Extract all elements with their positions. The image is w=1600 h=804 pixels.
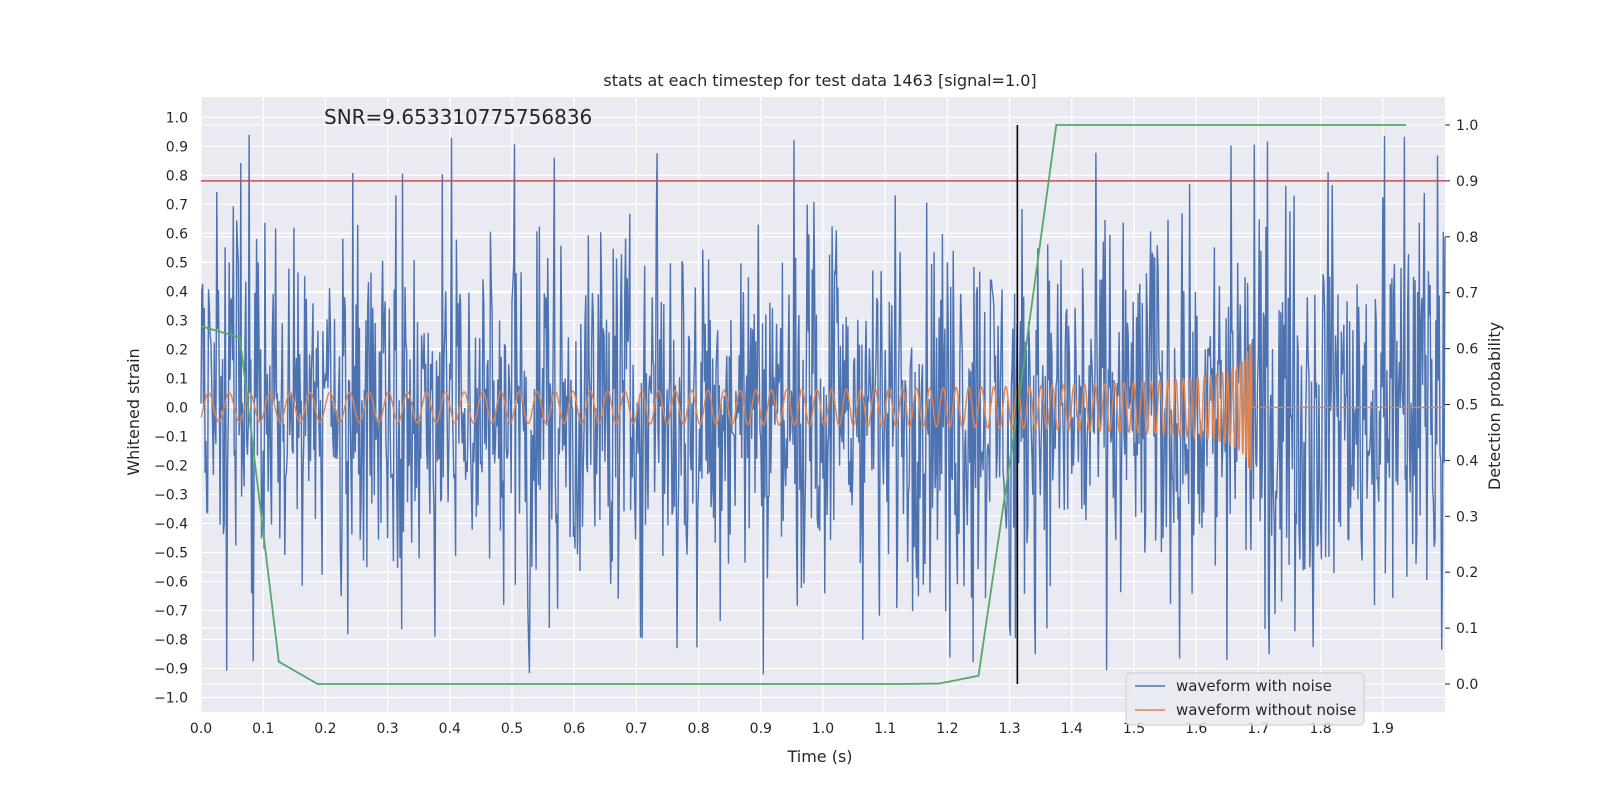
y-tick-label: 0.8 [166, 168, 188, 184]
y2-tick-label: 0.2 [1456, 565, 1478, 581]
x-tick-label: 1.3 [998, 721, 1020, 737]
y2-tick-label: 0.4 [1456, 453, 1478, 469]
y-tick-label: −0.9 [154, 661, 188, 677]
y2-tick-label: 0.1 [1456, 621, 1478, 637]
legend-label-noisy: waveform with noise [1176, 677, 1332, 695]
x-tick-label: 1.4 [1061, 721, 1083, 737]
y-tick-label: −0.5 [154, 545, 188, 561]
y-tick-label: 0.7 [166, 197, 188, 213]
x-tick-label: 0.9 [750, 721, 772, 737]
x-tick-label: 0.8 [687, 721, 709, 737]
y-tick-label: 0.1 [166, 371, 188, 387]
y2-axis-label: Detection probability [1485, 322, 1504, 490]
snr-annotation: SNR=9.653310775756836 [324, 105, 592, 129]
y-tick-label: −0.7 [154, 603, 188, 619]
y2-tick-label: 0.0 [1456, 677, 1478, 693]
x-tick-label: 0.5 [501, 721, 523, 737]
y2-tick-label: 0.9 [1456, 174, 1478, 190]
x-tick-label: 1.1 [874, 721, 896, 737]
chart-title: stats at each timestep for test data 146… [603, 71, 1036, 90]
y-tick-label: 0.9 [166, 139, 188, 155]
y-tick-label: −1.0 [154, 690, 188, 706]
x-tick-label: 1.9 [1372, 721, 1394, 737]
y2-tick-label: 0.8 [1456, 230, 1478, 246]
x-tick-label: 0.3 [376, 721, 398, 737]
x-tick-label: 0.6 [563, 721, 585, 737]
series-detection-probability [200, 124, 1407, 685]
y-tick-label: 0.6 [166, 226, 188, 242]
y-tick-label: 1.0 [166, 110, 188, 126]
x-tick-label: 1.2 [936, 721, 958, 737]
y-tick-label: −0.4 [154, 516, 188, 532]
series-waveform-without-noise [200, 342, 1445, 471]
y-tick-label: −0.1 [154, 429, 188, 445]
x-tick-label: 0.1 [252, 721, 274, 737]
y-tick-label: −0.2 [154, 458, 188, 474]
legend: waveform with noise waveform without noi… [1125, 672, 1365, 726]
y-tick-label: 0.5 [166, 255, 188, 271]
y-tick-label: 0.2 [166, 342, 188, 358]
y2-tick-label: 0.3 [1456, 509, 1478, 525]
y-tick-label: 0.3 [166, 313, 188, 329]
x-axis-label: Time (s) [786, 747, 852, 766]
x-tick-label: 0.4 [439, 721, 461, 737]
legend-label-clean: waveform without noise [1176, 701, 1356, 719]
x-tick-label: 0.0 [190, 721, 212, 737]
y2-tick-label: 0.6 [1456, 342, 1478, 358]
y2-tick-label: 0.7 [1456, 286, 1478, 302]
series-waveform-with-noise [200, 134, 1446, 675]
legend-box [1125, 672, 1365, 726]
y-tick-label: −0.3 [154, 487, 188, 503]
y2-tick-label: 0.5 [1456, 398, 1478, 414]
series-layer [200, 124, 1446, 685]
y2-tick-label: 1.0 [1456, 118, 1478, 134]
y-tick-label: 0.4 [166, 284, 188, 300]
x-tick-label: 1.0 [812, 721, 834, 737]
y-tick-label: 0.0 [166, 400, 188, 416]
y-tick-label: −0.6 [154, 574, 188, 590]
y-tick-label: −0.8 [154, 632, 188, 648]
x-tick-label: 0.7 [625, 721, 647, 737]
y-axis-label: Whitened strain [124, 348, 143, 475]
x-tick-label: 0.2 [314, 721, 336, 737]
